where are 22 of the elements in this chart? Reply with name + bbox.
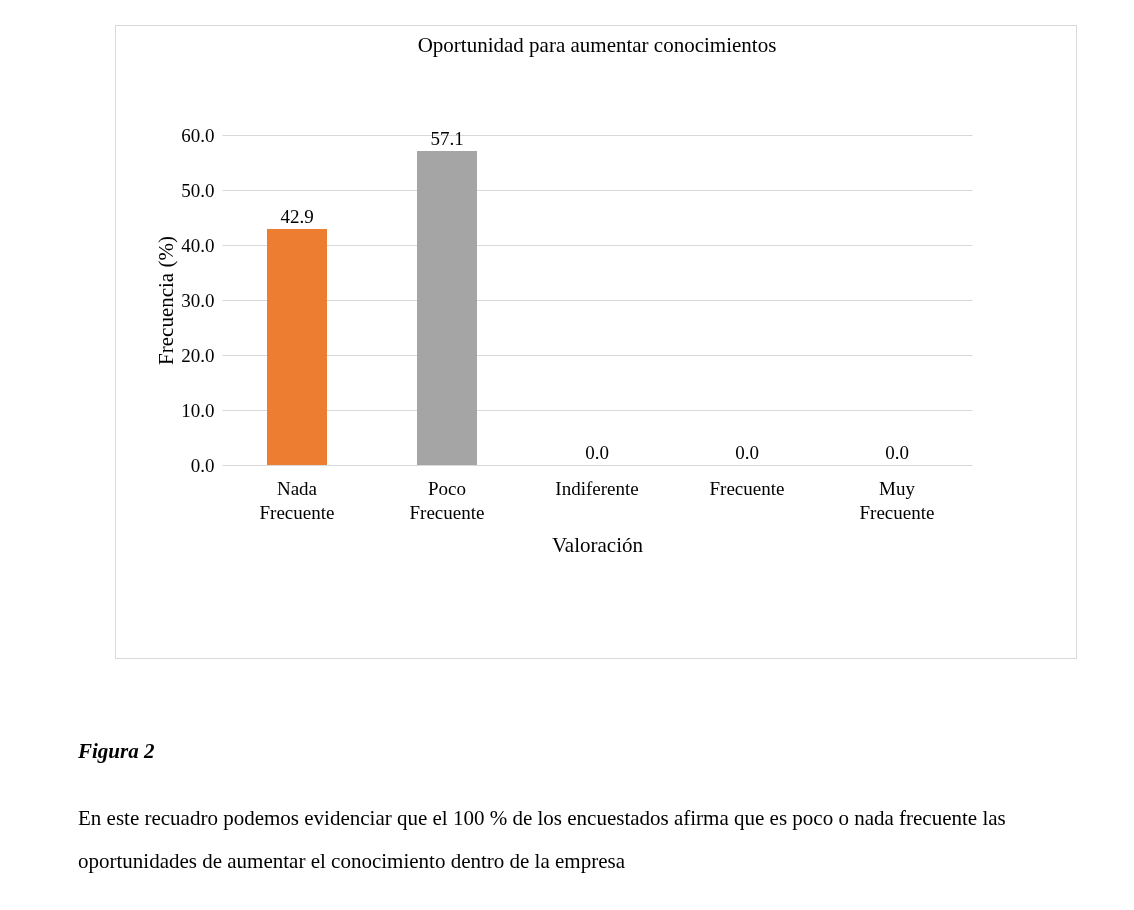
y-tick-label: 10.0 [181,399,215,421]
x-tick-label: Nada Frecuente [259,477,335,523]
x-tick-label: Poco Frecuente [409,477,485,523]
chart-title: Oportunidad para aumentar conocimientos [417,33,777,57]
y-tick-label: 60.0 [181,124,215,146]
data-label: 0.0 [735,442,759,463]
data-label: 42.9 [280,206,314,228]
x-tick-label: Frecuente [709,477,785,499]
y-tick-label: 20.0 [181,344,215,366]
y-axis-title: Frecuencia (%) [154,236,179,365]
x-axis-title: Valoración [552,532,644,557]
y-tick-label: 50.0 [181,179,215,201]
y-tick-label: 30.0 [181,289,215,311]
x-tick-label: Muy Frecuente [859,477,935,523]
data-label: 0.0 [585,442,609,463]
data-label: 0.0 [885,442,909,463]
text: Figura 2 [78,738,156,765]
y-tick-label: 40.0 [181,234,215,256]
y-tick-label: 0.0 [190,454,215,476]
text: En este recuadro podemos evidenciar que el 100 % de los encuestados afirma que es poco o nada frecuente las oportunidades de aumentar el conocimiento dentro de la empresa [78,805,1007,875]
x-tick-label: Indiferente [555,477,639,499]
data-label: 57.1 [430,127,464,149]
